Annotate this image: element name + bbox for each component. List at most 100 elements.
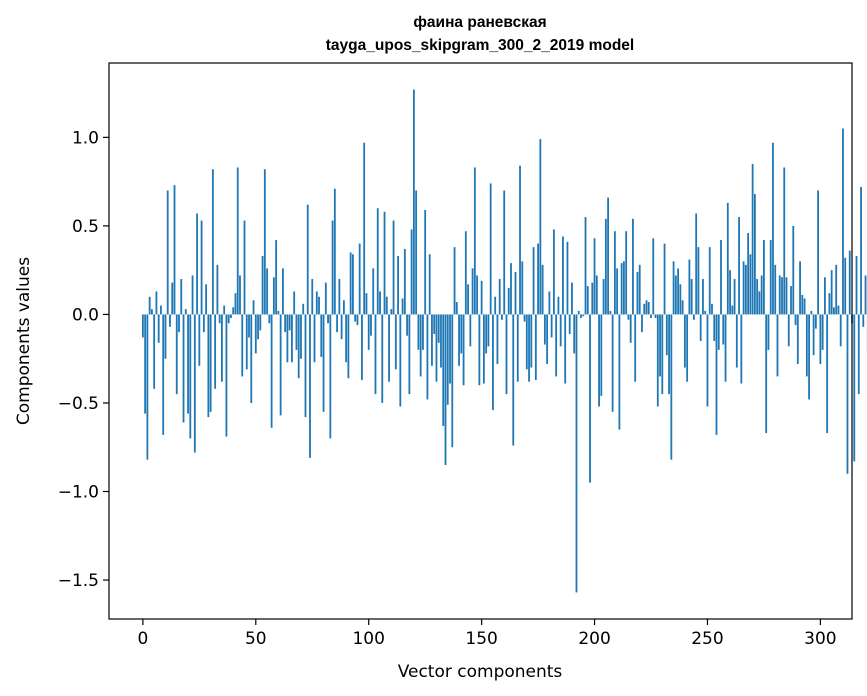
bar: [394, 314, 397, 370]
bar: [327, 314, 329, 324]
bar: [482, 314, 485, 384]
bar: [812, 314, 815, 356]
chart-subtitle: tayga_upos_skipgram_300_2_2019 model: [326, 37, 634, 54]
bar: [787, 314, 790, 347]
bar: [636, 271, 639, 315]
bar: [268, 314, 271, 324]
bar: [196, 213, 198, 315]
bar: [799, 261, 801, 315]
bar: [665, 314, 668, 356]
bar: [580, 314, 582, 318]
bar: [155, 291, 158, 315]
bar: [487, 314, 490, 347]
bar: [663, 243, 666, 315]
x-tick-label: 50: [245, 629, 267, 649]
y-tick-label: 0.0: [72, 305, 99, 325]
bar: [726, 202, 729, 315]
bar: [227, 314, 230, 324]
bar: [753, 194, 756, 315]
bar: [767, 314, 770, 350]
bar: [683, 314, 686, 368]
bar: [751, 163, 754, 315]
bar: [435, 314, 438, 382]
bar: [365, 293, 368, 315]
bar: [214, 314, 217, 389]
bar: [354, 314, 357, 322]
bar: [164, 314, 167, 359]
bar: [503, 190, 506, 315]
bar: [153, 314, 156, 389]
bar: [575, 314, 578, 593]
bar: [372, 268, 375, 315]
bar: [584, 217, 587, 315]
bar: [618, 314, 621, 430]
bar: [735, 314, 738, 368]
bar: [724, 314, 727, 382]
bar: [148, 296, 151, 315]
bar: [706, 314, 709, 407]
bar: [458, 314, 460, 366]
bar: [817, 190, 820, 315]
bar: [184, 309, 187, 315]
bar: [277, 310, 280, 315]
bar: [772, 142, 774, 315]
bar: [604, 218, 607, 315]
bar: [647, 302, 650, 315]
bar: [670, 314, 673, 460]
bar: [731, 305, 734, 315]
y-tick-label: −0.5: [58, 394, 99, 414]
y-axis-ticks: 1.0 0.5 0.0 −0.5 −1.0 −1.5: [58, 128, 109, 591]
bar: [338, 279, 341, 315]
bar: [738, 217, 740, 315]
bar: [460, 314, 463, 354]
bar: [805, 314, 808, 377]
bar: [643, 303, 646, 315]
bar: [309, 314, 311, 458]
bar: [550, 314, 553, 338]
bar: [345, 314, 348, 363]
bar: [697, 247, 700, 315]
bar: [356, 314, 359, 326]
x-tick-label: 200: [578, 629, 610, 649]
bar: [830, 270, 833, 315]
bar: [796, 314, 799, 365]
bar: [480, 280, 483, 315]
bar: [711, 303, 713, 315]
bar: [193, 314, 196, 453]
bar: [634, 314, 637, 382]
bar: [609, 310, 612, 315]
bar: [259, 314, 262, 331]
bar: [261, 256, 264, 315]
bar: [455, 302, 458, 315]
bar: [428, 254, 431, 315]
bar: [166, 190, 169, 315]
bar: [837, 305, 840, 315]
bar: [808, 314, 810, 400]
bar: [230, 314, 232, 318]
bar: [573, 314, 576, 354]
x-tick-label: 250: [691, 629, 723, 649]
bar: [379, 291, 381, 315]
bar: [744, 264, 747, 315]
bar: [178, 314, 180, 333]
bar: [835, 264, 838, 315]
bar: [842, 128, 844, 315]
bar: [494, 296, 497, 315]
bar: [510, 263, 512, 315]
bar: [347, 314, 350, 379]
chart-title: фаина раневская: [413, 14, 546, 31]
bar: [582, 314, 585, 317]
bar: [652, 238, 655, 315]
bar: [315, 291, 318, 315]
bar: [304, 314, 307, 418]
bar: [505, 314, 508, 395]
bar: [814, 314, 817, 329]
bar: [198, 314, 201, 366]
bar: [272, 277, 275, 315]
bar: [769, 240, 772, 315]
bar: [552, 229, 555, 315]
bar: [519, 165, 521, 315]
bar: [324, 282, 327, 315]
bar: [498, 279, 501, 315]
